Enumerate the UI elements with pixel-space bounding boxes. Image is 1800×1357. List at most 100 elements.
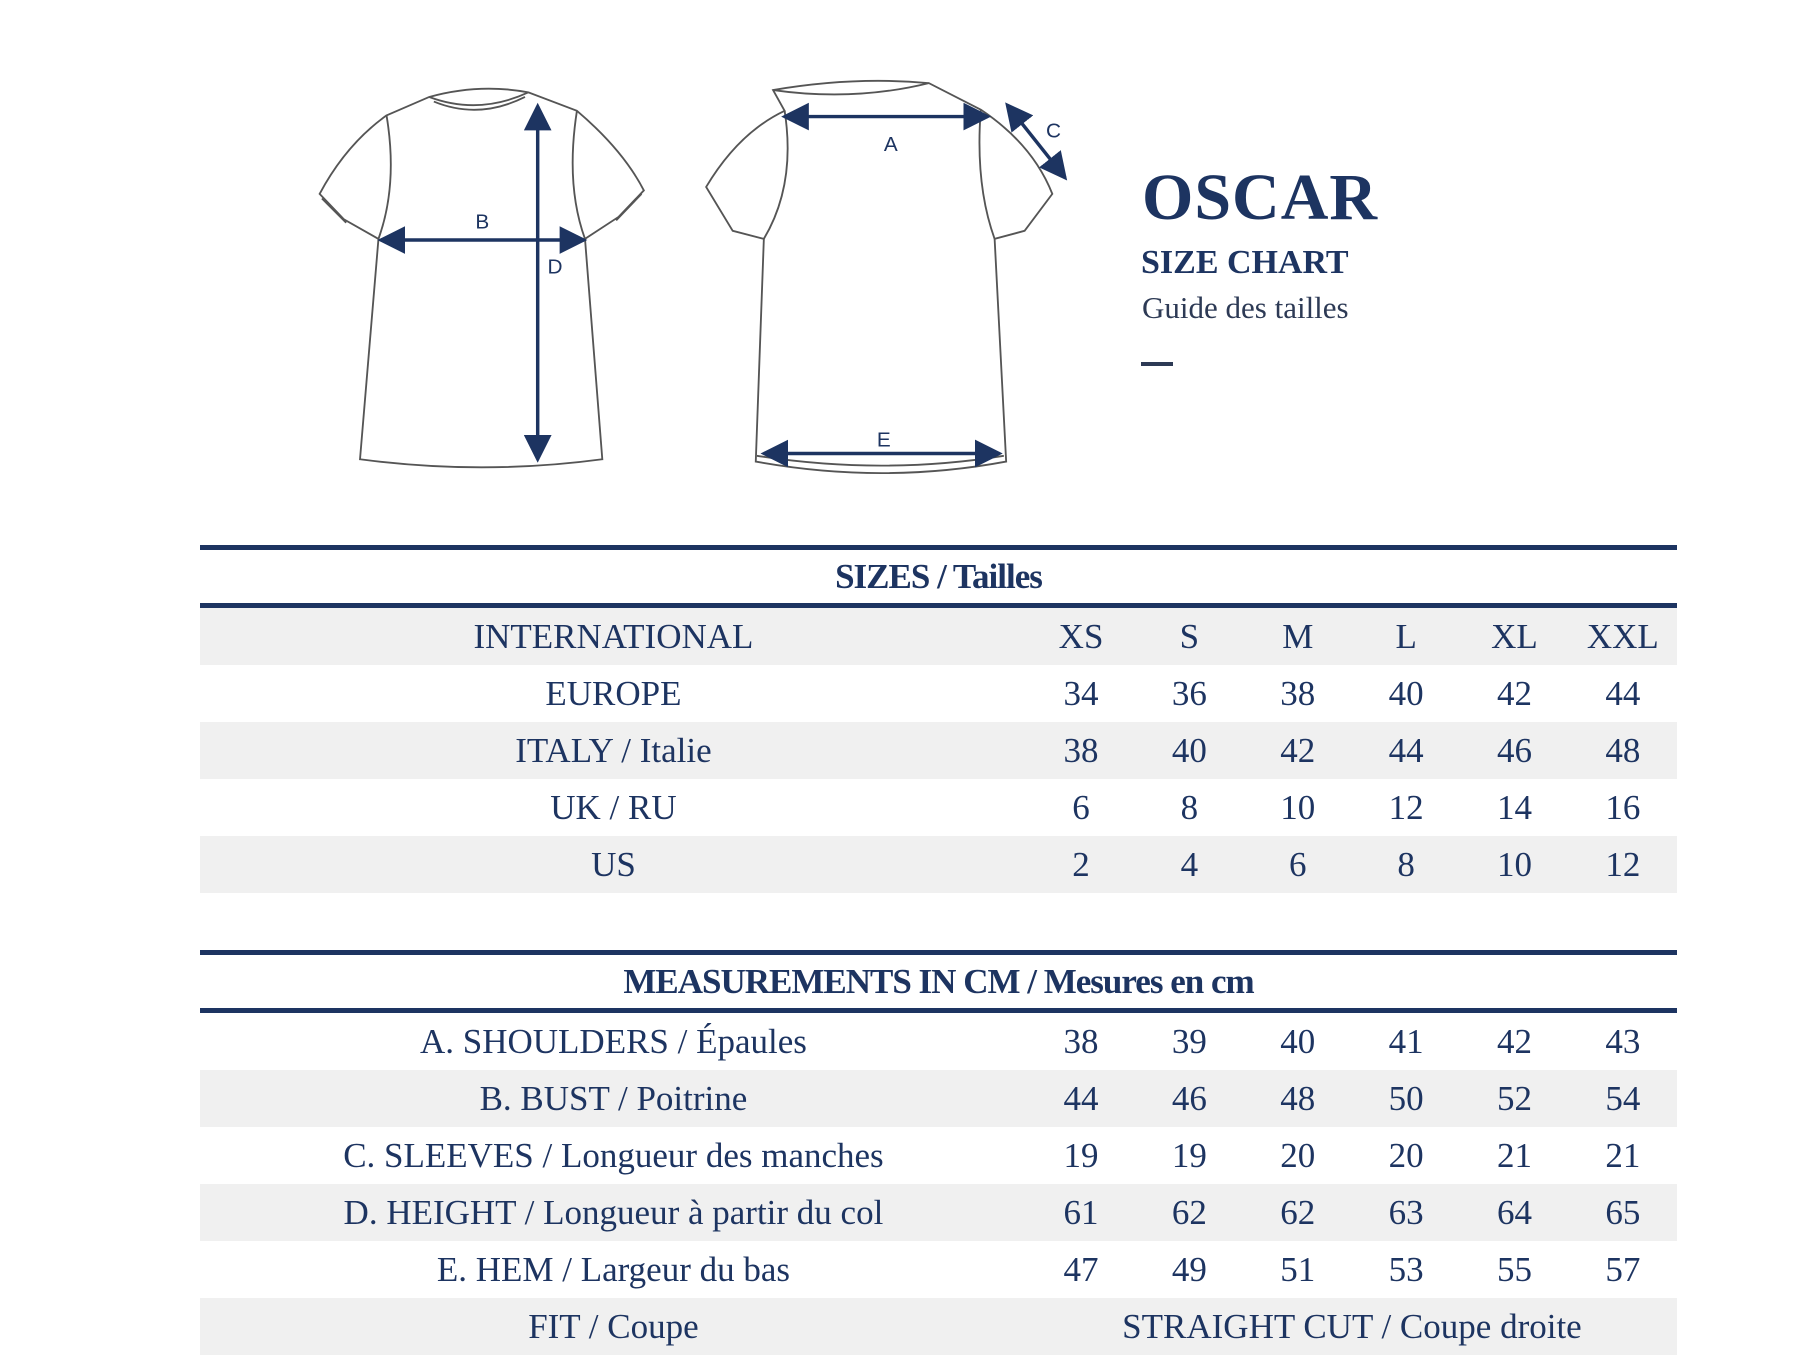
- cell: 36: [1171, 673, 1207, 713]
- cell: 62: [1280, 1192, 1316, 1232]
- row-label: C. SLEEVES / Longueur des manches: [343, 1135, 884, 1175]
- cell: XXL: [1586, 616, 1659, 656]
- table-row: B. BUST / Poitrine 44 46 48 50 52 54: [200, 1070, 1677, 1127]
- row-label: EUROPE: [545, 673, 682, 713]
- table-row: UK / RU 6 8 10 12 14 16: [200, 779, 1677, 836]
- cell: 64: [1496, 1192, 1532, 1232]
- cell: 12: [1605, 844, 1641, 884]
- label-b: B: [475, 211, 489, 234]
- size-chart-title: SIZE CHART: [1141, 244, 1349, 281]
- cell: L: [1395, 616, 1417, 656]
- cell: 8: [1180, 787, 1199, 827]
- cell: 42: [1280, 730, 1316, 770]
- cell: 20: [1280, 1135, 1316, 1175]
- row-label: INTERNATIONAL: [473, 616, 754, 656]
- row-label: ITALY / Italie: [515, 730, 712, 770]
- fit-row: FIT / Coupe STRAIGHT CUT / Coupe droite: [200, 1298, 1677, 1355]
- sizes-table: SIZES / Tailles INTERNATIONAL XS S M L XL XXL E…: [200, 545, 1677, 893]
- table-row: D. HEIGHT / Longueur à partir du col 61 62…: [200, 1184, 1677, 1241]
- cell: 40: [1388, 673, 1424, 713]
- cell: 10: [1496, 844, 1532, 884]
- cell: 44: [1063, 1078, 1099, 1118]
- cell: 34: [1063, 673, 1099, 713]
- measurement-arrows: [377, 102, 1068, 468]
- cell: 61: [1063, 1192, 1099, 1232]
- measurements-title: MEASUREMENTS IN CM / Mesures en cm: [623, 962, 1254, 1001]
- measurements-table: MEASUREMENTS IN CM / Mesures en cm A. SH…: [200, 950, 1677, 1355]
- row-label: UK / RU: [550, 787, 677, 827]
- cell: 47: [1063, 1249, 1099, 1289]
- cell: 16: [1605, 787, 1641, 827]
- cell: 53: [1388, 1249, 1424, 1289]
- cell: 19: [1063, 1135, 1099, 1175]
- divider: [200, 545, 1677, 550]
- table-row: ITALY / Italie 38 40 42 44 46 48: [200, 722, 1677, 779]
- table-row: EUROPE 34 36 38 40 42 44: [200, 665, 1677, 722]
- cell: 48: [1605, 730, 1641, 770]
- row-label: US: [591, 844, 636, 884]
- cell: 41: [1388, 1021, 1424, 1061]
- cell: 8: [1397, 844, 1415, 884]
- table-row: US 2 4 6 8 10 12: [200, 836, 1677, 893]
- cell: 48: [1280, 1078, 1316, 1118]
- cell: 44: [1388, 730, 1424, 770]
- label-a: A: [884, 133, 898, 156]
- cell: XL: [1491, 616, 1538, 656]
- row-label: E. HEM / Largeur du bas: [436, 1249, 791, 1289]
- table-row: C. SLEEVES / Longueur des manches 19 19 20 2…: [200, 1127, 1677, 1184]
- cell: 43: [1605, 1021, 1641, 1061]
- divider: [200, 603, 1677, 608]
- sizes-title: SIZES / Tailles: [835, 557, 1043, 596]
- cell: 21: [1496, 1135, 1532, 1175]
- cell: 10: [1280, 787, 1316, 827]
- cell: 40: [1280, 1021, 1316, 1061]
- front-shirt-outline: [318, 87, 645, 469]
- cell: 62: [1171, 1192, 1207, 1232]
- cell: 42: [1496, 673, 1532, 713]
- label-d: D: [548, 256, 563, 279]
- cell: 38: [1063, 730, 1099, 770]
- title-divider: [1141, 362, 1173, 366]
- cell: 21: [1605, 1135, 1641, 1175]
- cell: 63: [1388, 1192, 1424, 1232]
- cell: 19: [1171, 1135, 1207, 1175]
- cell: 4: [1180, 844, 1199, 884]
- table-row: E. HEM / Largeur du bas 47 49 51 53 55 57: [200, 1241, 1677, 1298]
- cell: 2: [1072, 844, 1090, 884]
- cell: 44: [1605, 673, 1641, 713]
- brand-name: OSCAR: [1142, 161, 1379, 234]
- cell: 46: [1171, 1078, 1207, 1118]
- cell: 42: [1496, 1021, 1532, 1061]
- back-shirt-outline: [705, 79, 1054, 475]
- label-e: E: [877, 429, 891, 452]
- cell: 57: [1605, 1249, 1641, 1289]
- cell: 40: [1171, 730, 1207, 770]
- divider: [200, 1008, 1677, 1013]
- cell: 51: [1280, 1249, 1316, 1289]
- cell: 38: [1063, 1021, 1099, 1061]
- cell: M: [1282, 616, 1314, 656]
- divider: [200, 950, 1677, 955]
- cell: 52: [1496, 1078, 1532, 1118]
- cell: 55: [1496, 1249, 1532, 1289]
- cell: 20: [1388, 1135, 1424, 1175]
- row-label: B. BUST / Poitrine: [479, 1078, 748, 1118]
- cell: 46: [1496, 730, 1532, 770]
- row-label: D. HEIGHT / Longueur à partir du col: [343, 1192, 884, 1232]
- fit-value: STRAIGHT CUT / Coupe droite: [1122, 1306, 1582, 1346]
- cell: XS: [1058, 616, 1104, 656]
- size-chart-subtitle-fr: Guide des tailles: [1142, 290, 1349, 325]
- fit-label: FIT / Coupe: [528, 1306, 699, 1346]
- cell: 49: [1171, 1249, 1207, 1289]
- cell: 14: [1496, 787, 1532, 827]
- cell: 65: [1605, 1192, 1641, 1232]
- cell: 12: [1388, 787, 1424, 827]
- label-c: C: [1046, 119, 1061, 142]
- table-row: INTERNATIONAL XS S M L XL XXL: [200, 608, 1677, 665]
- cell: 50: [1388, 1078, 1424, 1118]
- cell: 38: [1280, 673, 1316, 713]
- cell: 54: [1605, 1078, 1641, 1118]
- cell: 6: [1289, 844, 1307, 884]
- cell: 39: [1171, 1021, 1207, 1061]
